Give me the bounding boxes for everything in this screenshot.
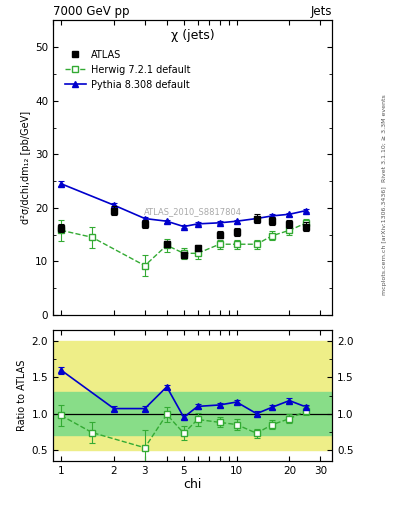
Bar — [53, 341, 332, 450]
Bar — [53, 392, 332, 435]
Text: Jets: Jets — [310, 5, 332, 18]
Y-axis label: d²σ/dchi,dm₁₂ [pb/GeV]: d²σ/dchi,dm₁₂ [pb/GeV] — [21, 111, 31, 224]
Legend: ATLAS, Herwig 7.2.1 default, Pythia 8.308 default: ATLAS, Herwig 7.2.1 default, Pythia 8.30… — [61, 46, 194, 94]
Y-axis label: Ratio to ATLAS: Ratio to ATLAS — [17, 360, 28, 431]
Text: 7000 GeV pp: 7000 GeV pp — [53, 5, 130, 18]
Text: mcplots.cern.ch [arXiv:1306.3436]: mcplots.cern.ch [arXiv:1306.3436] — [382, 186, 387, 295]
X-axis label: chi: chi — [184, 478, 202, 492]
Text: χ (jets): χ (jets) — [171, 29, 215, 42]
Text: Rivet 3.1.10; ≥ 3.3M events: Rivet 3.1.10; ≥ 3.3M events — [382, 94, 387, 182]
Text: ATLAS_2010_S8817804: ATLAS_2010_S8817804 — [143, 207, 242, 217]
